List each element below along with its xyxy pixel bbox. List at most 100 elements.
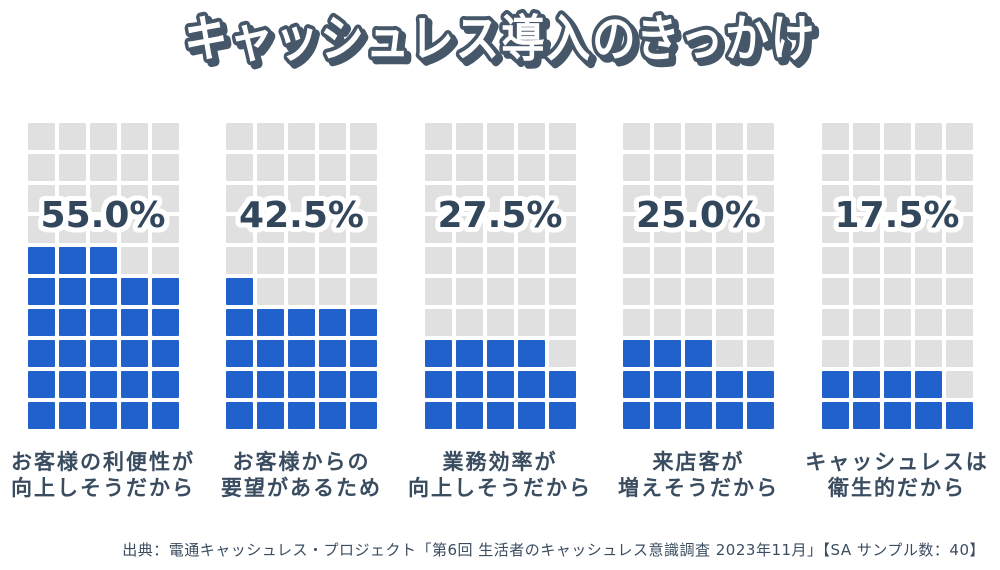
waffle-cell — [257, 402, 284, 429]
category-label-line2: 要望があるため — [221, 476, 382, 500]
waffle-cell — [89, 340, 117, 367]
waffle-cell — [27, 402, 55, 429]
waffle-cell — [288, 371, 315, 398]
waffle-cell — [455, 216, 483, 243]
waffle-cell — [151, 154, 179, 181]
waffle-cell — [821, 154, 849, 181]
waffle-cell — [424, 402, 452, 429]
waffle-column-4: 25.0% 来店客が 増えそうだから — [604, 123, 794, 501]
waffle-cell — [27, 247, 55, 274]
waffle-cell — [821, 185, 849, 212]
waffle-cell — [120, 185, 148, 212]
waffle-cell — [486, 278, 514, 305]
waffle-cell — [914, 123, 942, 150]
waffle-cell — [89, 247, 117, 274]
waffle-cell — [486, 216, 514, 243]
waffle-cell — [424, 216, 452, 243]
waffle-cell — [151, 371, 179, 398]
waffle-cell — [654, 185, 681, 212]
waffle-cell — [821, 371, 849, 398]
waffle-cell — [27, 278, 55, 305]
waffle-wrap: 27.5% — [424, 123, 576, 429]
waffle-cell — [257, 340, 284, 367]
waffle-cell — [821, 123, 849, 150]
waffle-cell — [914, 402, 942, 429]
waffle-cell — [623, 309, 650, 336]
waffle-cell — [883, 216, 911, 243]
waffle-cell — [685, 309, 712, 336]
waffle-column-2: 42.5% お客様からの 要望があるため — [207, 123, 397, 501]
waffle-cell — [945, 371, 973, 398]
waffle-cell — [319, 278, 346, 305]
waffle-cell — [945, 340, 973, 367]
waffle-cell — [350, 278, 377, 305]
category-label-line1: お客様からの — [232, 450, 371, 474]
waffle-cell — [120, 154, 148, 181]
waffle-cell — [58, 278, 86, 305]
waffle-cell — [517, 371, 545, 398]
waffle-cell — [548, 185, 576, 212]
waffle-grid — [27, 123, 179, 429]
waffle-cell — [226, 309, 253, 336]
waffle-cell — [517, 402, 545, 429]
waffle-cell — [747, 216, 774, 243]
waffle-cell — [747, 123, 774, 150]
waffle-cell — [58, 309, 86, 336]
waffle-cell — [623, 216, 650, 243]
waffle-cell — [883, 402, 911, 429]
waffle-cell — [716, 216, 743, 243]
waffle-cell — [654, 340, 681, 367]
waffle-cell — [945, 123, 973, 150]
category-label-line1: 業務効率が — [442, 450, 558, 474]
waffle-cell — [424, 309, 452, 336]
waffle-cell — [120, 309, 148, 336]
waffle-cell — [883, 123, 911, 150]
percent-label: 25.0% — [636, 195, 761, 236]
waffle-cell — [623, 340, 650, 367]
waffle-cell — [883, 247, 911, 274]
waffle-cell — [424, 340, 452, 367]
waffle-cell — [852, 402, 880, 429]
waffle-cell — [852, 340, 880, 367]
waffle-chart-row: 55.0% お客様の利便性が 向上しそうだから 42.5% お客様からの 要望が… — [0, 123, 1000, 501]
waffle-cell — [517, 340, 545, 367]
waffle-cell — [226, 247, 253, 274]
waffle-cell — [821, 402, 849, 429]
waffle-cell — [350, 371, 377, 398]
waffle-cell — [151, 185, 179, 212]
waffle-cell — [685, 402, 712, 429]
waffle-cell — [747, 278, 774, 305]
waffle-wrap: 42.5% — [226, 123, 377, 429]
waffle-cell — [654, 278, 681, 305]
waffle-cell — [654, 371, 681, 398]
waffle-cell — [89, 278, 117, 305]
waffle-cell — [89, 402, 117, 429]
waffle-wrap: 55.0% — [27, 123, 179, 429]
waffle-cell — [257, 123, 284, 150]
waffle-cell — [58, 402, 86, 429]
waffle-cell — [58, 154, 86, 181]
waffle-cell — [27, 154, 55, 181]
waffle-cell — [120, 402, 148, 429]
waffle-cell — [883, 340, 911, 367]
waffle-cell — [623, 185, 650, 212]
waffle-cell — [747, 309, 774, 336]
category-label-line1: キャッシュレスは — [805, 450, 989, 474]
waffle-cell — [623, 402, 650, 429]
waffle-cell — [257, 185, 284, 212]
waffle-cell — [350, 340, 377, 367]
waffle-cell — [226, 371, 253, 398]
waffle-cell — [319, 123, 346, 150]
waffle-cell — [945, 216, 973, 243]
waffle-cell — [424, 371, 452, 398]
waffle-cell — [319, 371, 346, 398]
waffle-cell — [319, 247, 346, 274]
waffle-cell — [852, 185, 880, 212]
waffle-cell — [455, 371, 483, 398]
waffle-cell — [288, 247, 315, 274]
waffle-cell — [914, 216, 942, 243]
waffle-cell — [151, 309, 179, 336]
waffle-cell — [226, 216, 253, 243]
waffle-cell — [716, 247, 743, 274]
waffle-cell — [120, 371, 148, 398]
